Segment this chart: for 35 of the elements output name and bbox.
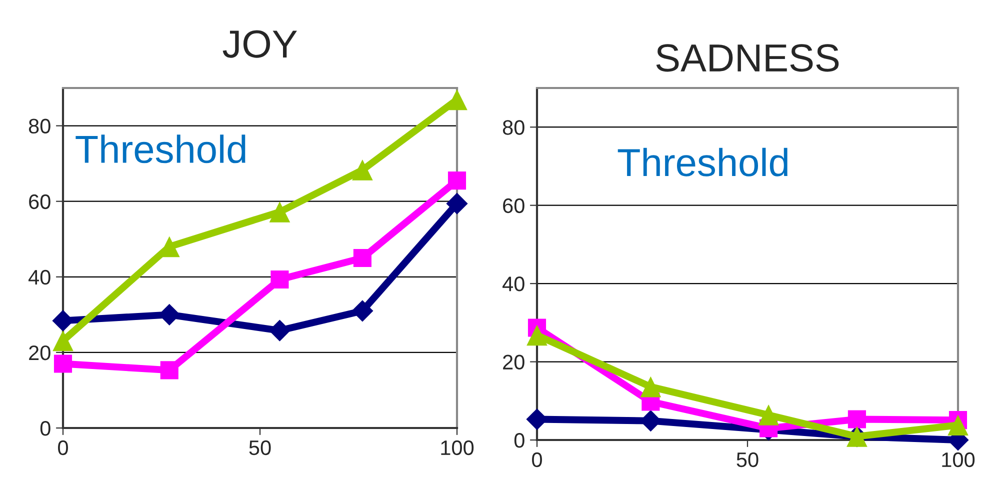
y-tick-label: 40 [502,276,524,292]
annotation: Threshold [76,134,246,164]
annotation: Threshold [618,148,788,176]
y-tick-label: 60 [29,194,50,210]
point [353,248,372,268]
y-tick-label: 60 [503,198,524,214]
point [160,361,178,380]
point [526,324,548,346]
chart-title: SADNESS [656,44,839,72]
point [948,414,968,436]
x-tick-label: 50 [249,440,271,456]
point [269,201,290,222]
point [446,192,468,214]
point [352,160,373,180]
point [270,270,289,289]
chart-title: JOY [222,30,297,58]
y-tick-label: 80 [28,118,50,134]
point [758,404,779,426]
y-tick-label: 0 [40,421,50,436]
y-tick-label: 40 [28,270,50,285]
point [352,300,374,322]
x-tick-label: 100 [942,452,975,468]
y-tick-label: 80 [502,120,524,135]
point [446,89,468,110]
x-tick-label: 50 [736,452,758,468]
point [448,172,466,190]
point [848,410,866,428]
point [640,376,662,398]
point [52,330,74,352]
x-tick-label: 0 [58,440,68,456]
y-tick-label: 20 [503,354,524,370]
x-tick-label: 0 [532,452,542,468]
x-tick-label: 100 [441,440,474,456]
y-tick-label: 20 [29,345,50,360]
point [54,354,72,373]
